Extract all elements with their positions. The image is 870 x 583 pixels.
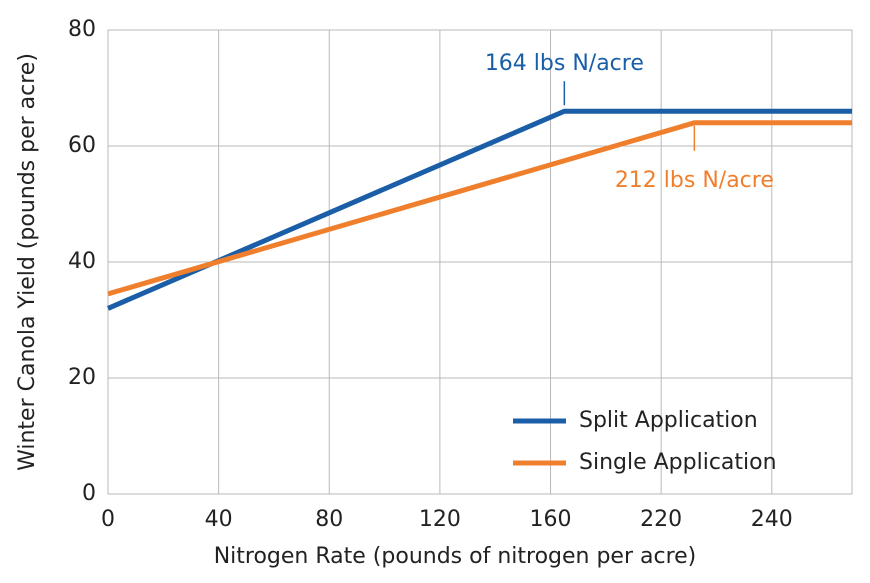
annotation: 164 lbs N/acre (485, 51, 644, 76)
annotation: 212 lbs N/acre (615, 168, 774, 193)
y-axis-label: Winter Canola Yield (pounds per acre) (15, 53, 40, 471)
x-tick-label: 220 (640, 507, 682, 532)
x-axis-label: Nitrogen Rate (pounds of nitrogen per ac… (214, 544, 697, 569)
series-line (107, 120, 852, 297)
x-tick-label: 0 (101, 507, 115, 532)
legend-label: Single Application (579, 450, 777, 475)
series-line (107, 108, 852, 311)
x-tick-label: 160 (530, 507, 572, 532)
x-tick-label: 120 (419, 507, 461, 532)
y-tick-label: 0 (82, 481, 96, 506)
x-tick-label: 80 (315, 507, 343, 532)
x-tick-label: 40 (205, 507, 233, 532)
y-tick-label: 40 (68, 249, 96, 274)
y-tick-label: 20 (68, 365, 96, 390)
x-tick-label: 240 (751, 507, 793, 532)
y-tick-label: 60 (68, 133, 96, 158)
legend-label: Split Application (579, 408, 758, 433)
y-tick-label: 80 (68, 17, 96, 42)
